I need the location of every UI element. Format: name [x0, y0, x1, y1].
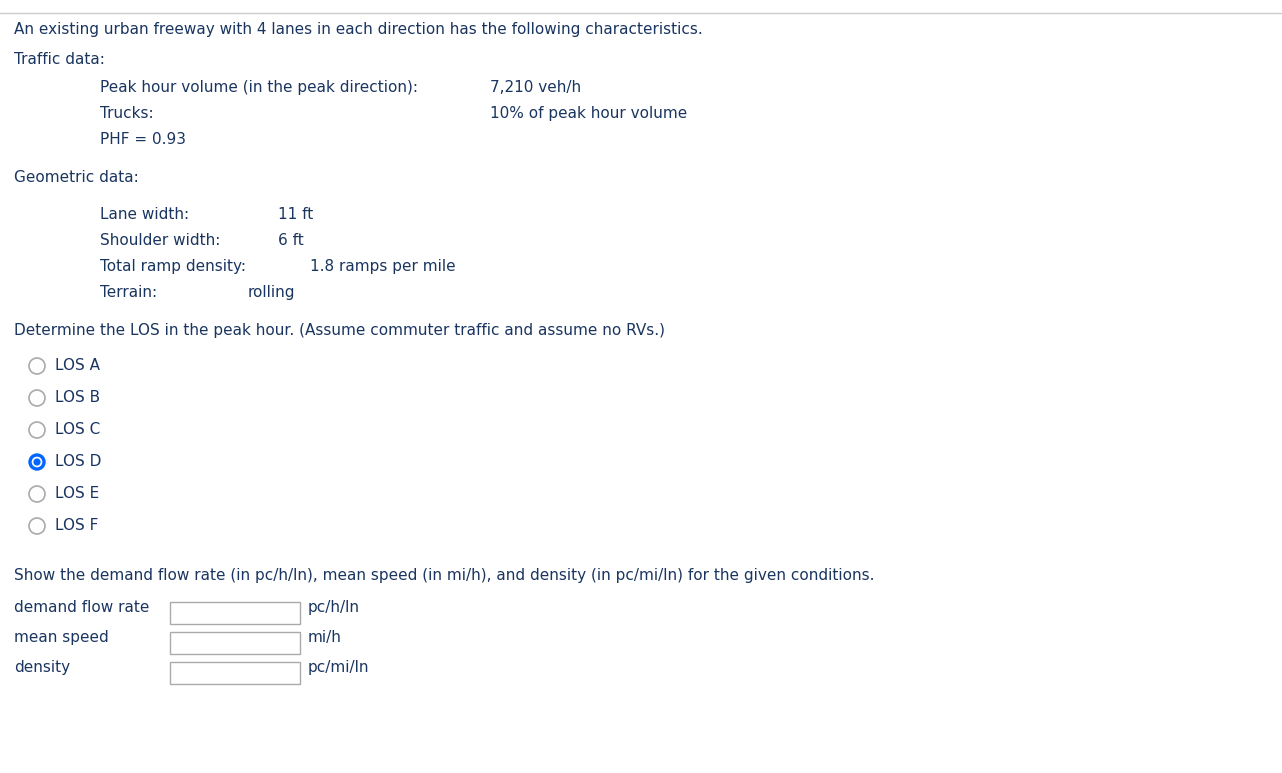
Text: mi/h: mi/h: [308, 630, 342, 645]
Circle shape: [32, 458, 41, 467]
Circle shape: [29, 454, 45, 470]
Text: density: density: [14, 660, 71, 675]
Text: mean speed: mean speed: [14, 630, 109, 645]
Text: 7,210 veh/h: 7,210 veh/h: [490, 80, 581, 95]
Text: An existing urban freeway with 4 lanes in each direction has the following chara: An existing urban freeway with 4 lanes i…: [14, 22, 703, 37]
Text: Traffic data:: Traffic data:: [14, 52, 105, 67]
Text: LOS F: LOS F: [55, 518, 99, 533]
Text: Determine the LOS in the peak hour. (Assume commuter traffic and assume no RVs.): Determine the LOS in the peak hour. (Ass…: [14, 323, 665, 338]
Text: LOS C: LOS C: [55, 422, 100, 437]
Text: Terrain:: Terrain:: [100, 285, 158, 300]
Text: PHF = 0.93: PHF = 0.93: [100, 132, 186, 147]
Text: Geometric data:: Geometric data:: [14, 170, 138, 185]
Text: pc/h/ln: pc/h/ln: [308, 600, 360, 615]
Text: demand flow rate: demand flow rate: [14, 600, 150, 615]
FancyBboxPatch shape: [171, 662, 300, 684]
Text: 1.8 ramps per mile: 1.8 ramps per mile: [310, 259, 455, 274]
Text: 10% of peak hour volume: 10% of peak hour volume: [490, 106, 687, 121]
Text: Trucks:: Trucks:: [100, 106, 154, 121]
Text: 6 ft: 6 ft: [278, 233, 304, 248]
Text: 11 ft: 11 ft: [278, 207, 313, 222]
Text: LOS E: LOS E: [55, 486, 99, 501]
Text: LOS A: LOS A: [55, 358, 100, 373]
FancyBboxPatch shape: [171, 602, 300, 624]
Text: Lane width:: Lane width:: [100, 207, 190, 222]
Text: Peak hour volume (in the peak direction):: Peak hour volume (in the peak direction)…: [100, 80, 418, 95]
Text: rolling: rolling: [247, 285, 295, 300]
Text: LOS B: LOS B: [55, 390, 100, 405]
Text: LOS D: LOS D: [55, 454, 101, 469]
Text: Show the demand flow rate (in pc/h/ln), mean speed (in mi/h), and density (in pc: Show the demand flow rate (in pc/h/ln), …: [14, 568, 874, 583]
Text: pc/mi/ln: pc/mi/ln: [308, 660, 369, 675]
Text: Shoulder width:: Shoulder width:: [100, 233, 221, 248]
FancyBboxPatch shape: [171, 632, 300, 654]
Text: Total ramp density:: Total ramp density:: [100, 259, 246, 274]
Circle shape: [35, 459, 40, 465]
